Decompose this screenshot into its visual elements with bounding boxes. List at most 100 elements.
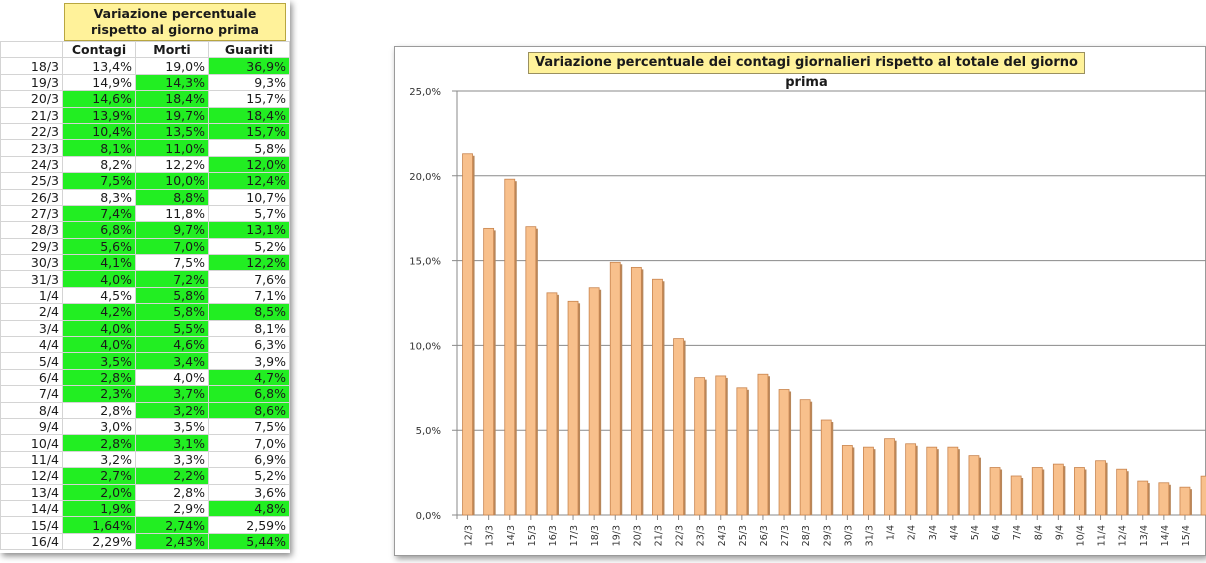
table-title-line2: rispetto al giorno prima [91, 22, 259, 37]
cell-guariti: 12,4% [208, 172, 290, 190]
table-row: 27/3 7,4% 11,8% 5,7% [0, 204, 290, 223]
cell-contagi: 4,5% [62, 286, 136, 305]
table-header-row: Contagi Morti Guariti [0, 40, 290, 59]
bar [863, 446, 874, 516]
table-row: 19/3 14,9% 14,3% 9,3% [0, 73, 290, 92]
bar [1137, 480, 1149, 516]
cell-guariti: 4,7% [208, 368, 290, 387]
cell-guariti: 5,8% [208, 139, 290, 157]
cell-guariti: 8,6% [208, 401, 290, 419]
cell-guariti: 12,2% [208, 254, 290, 272]
cell-contagi: 1,64% [62, 516, 136, 534]
cell-morti: 19,7% [135, 106, 209, 124]
cell-morti: 8,8% [135, 188, 209, 206]
cell-guariti: 6,8% [208, 385, 290, 403]
bar [1010, 475, 1022, 516]
table-row: 25/3 7,5% 10,0% 12,4% [0, 172, 290, 190]
cell-contagi: 8,3% [62, 188, 136, 206]
cell-morti: 3,2% [135, 401, 209, 419]
table-row: 6/4 2,8% 4,0% 4,7% [0, 368, 290, 387]
table-title: Variazione percentuale rispetto al giorn… [64, 3, 286, 41]
y-tick-label: 0,0% [416, 511, 441, 522]
y-tick-label: 20,0% [409, 172, 441, 183]
cell-morti: 3,1% [135, 434, 209, 452]
header-guariti: Guariti [208, 40, 290, 59]
table-row: 20/3 14,6% 18,4% 15,7% [0, 90, 290, 108]
cell-contagi: 5,6% [62, 237, 136, 256]
bar [1200, 475, 1206, 516]
header-morti: Morti [135, 40, 209, 59]
bar [462, 153, 473, 516]
bar [504, 178, 516, 516]
percent-variation-table: Contagi Morti Guariti 18/3 13,4% 19,0% 36,9… [0, 40, 290, 551]
x-tick-label: 27/3 [780, 525, 791, 546]
cell-contagi: 10,4% [62, 122, 136, 141]
cell-contagi: 3,2% [62, 450, 136, 469]
x-tick-label: 29/3 [822, 525, 833, 546]
cell-morti: 19,0% [135, 57, 209, 75]
bar [1031, 467, 1043, 516]
table-row: 13/4 2,0% 2,8% 3,6% [0, 483, 290, 501]
x-tick-label: 12/3 [464, 525, 475, 546]
cell-contagi: 2,8% [62, 434, 136, 452]
cell-contagi: 7,4% [62, 204, 136, 223]
bar [1095, 460, 1106, 516]
x-tick-label: 18/3 [590, 525, 601, 546]
cell-date: 9/4 [0, 417, 63, 436]
cell-date: 29/3 [0, 237, 63, 256]
x-tick-label: 22/3 [675, 525, 686, 546]
bar [968, 455, 980, 516]
bar [947, 446, 959, 516]
table-row: 28/3 6,8% 9,7% 13,1% [0, 221, 290, 239]
cell-date: 7/4 [0, 385, 63, 403]
x-tick-label: 6/4 [991, 525, 1002, 540]
table-row: 16/4 2,29% 2,43% 5,44% [0, 532, 290, 551]
cell-contagi: 4,0% [62, 336, 136, 354]
table-row: 12/4 2,7% 2,2% 5,2% [0, 467, 290, 485]
y-tick-label: 10,0% [409, 341, 441, 352]
x-tick-label: 25/3 [738, 525, 749, 546]
cell-date: 4/4 [0, 336, 63, 354]
bar [757, 373, 769, 516]
cell-morti: 5,8% [135, 286, 209, 305]
cell-morti: 2,43% [135, 532, 209, 551]
cell-morti: 7,5% [135, 254, 209, 272]
bar [841, 445, 853, 516]
cell-guariti: 7,5% [208, 417, 290, 436]
table-body: 18/3 13,4% 19,0% 36,9% 19/3 14,9% 14,3% 9,3% 20/… [0, 57, 290, 551]
cell-contagi: 4,0% [62, 270, 136, 288]
table-row: 22/3 10,4% 13,5% 15,7% [0, 122, 290, 141]
cell-morti: 9,7% [135, 221, 209, 239]
x-tick-label: 4/4 [949, 525, 960, 540]
x-tick-label: 7/4 [1012, 525, 1023, 540]
cell-morti: 13,5% [135, 122, 209, 141]
cell-morti: 7,2% [135, 270, 209, 288]
header-contagi: Contagi [62, 40, 136, 59]
cell-contagi: 3,5% [62, 352, 136, 370]
bar [989, 467, 1001, 516]
x-tick-label: 13/4 [1139, 525, 1150, 546]
cell-morti: 5,8% [135, 303, 209, 321]
bar-chart-panel: 0,0% 5,0% 10,0% 15,0% 20,0% 25,0% 12/3 13/3 14/3… [394, 46, 1206, 556]
cell-date: 23/3 [0, 139, 63, 157]
cell-contagi: 4,0% [62, 319, 136, 338]
cell-morti: 10,0% [135, 172, 209, 190]
cell-contagi: 14,9% [62, 73, 136, 92]
header-date [0, 40, 63, 59]
bar [905, 443, 917, 516]
cell-guariti: 2,59% [208, 516, 290, 534]
bar [588, 287, 600, 516]
cell-date: 6/4 [0, 368, 63, 387]
bar [715, 375, 727, 516]
cell-morti: 2,2% [135, 467, 209, 485]
bar [926, 446, 938, 516]
bar [652, 278, 663, 516]
cell-date: 24/3 [0, 155, 63, 174]
cell-morti: 11,0% [135, 139, 209, 157]
x-tick-label: 3/4 [928, 525, 939, 540]
cell-contagi: 2,0% [62, 483, 136, 501]
bar [884, 438, 895, 516]
table-row: 11/4 3,2% 3,3% 6,9% [0, 450, 290, 469]
bar [1179, 486, 1191, 516]
y-tick-label: 15,0% [409, 257, 441, 268]
